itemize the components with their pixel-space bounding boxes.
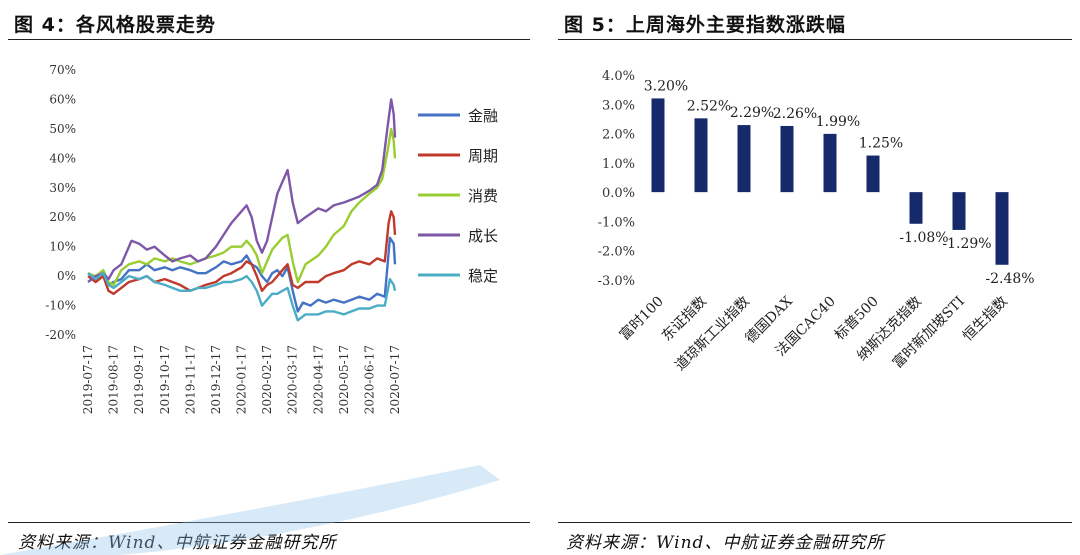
bar-chart-bars	[651, 98, 1009, 265]
line-chart-x-axis: 2019-07-17 2019-08-17 2019-09-17 2019-10-17…	[81, 345, 402, 414]
series-line	[87, 127, 397, 287]
y-tick-label: 1.0%	[602, 157, 635, 172]
left-source-rule	[8, 522, 530, 523]
x-tick-label: 2020-02-17	[260, 345, 274, 414]
bar-chart-data-labels: 3.20% 2.52%2.29%2.26%1.99% 1.25% -1.08%-1.2…	[644, 78, 1035, 286]
x-tick-label: 2020-05-17	[337, 345, 351, 414]
left-source-note: 资料来源：Wind、中航证券金融研究所	[18, 533, 337, 553]
data-label: 1.25%	[859, 136, 903, 152]
legend-label: 消费	[468, 187, 498, 205]
right-chart-title: 图 5：上周海外主要指数涨跌幅	[564, 14, 846, 36]
y-tick-label: 30%	[49, 181, 76, 195]
x-tick-label: 2020-06-17	[362, 345, 376, 414]
y-tick-label: 20%	[49, 210, 76, 224]
bar-chart-y-axis: 4.0% 3.0% 2.0% 1.0% 0.0% -1.0% -2.0% -3.0%	[598, 69, 635, 289]
data-label: -2.48%	[985, 271, 1034, 287]
category-label: 富时100	[616, 293, 667, 344]
line-chart: 70% 60% 50% 40% 30% 20% 10% 0% -10% -20% 2019-07-…	[45, 63, 498, 414]
bar-chart-categories: 富时100东证指数道琼斯工业指数德国DAX法国CAC40标普500纳斯达克指数富…	[616, 293, 1011, 374]
data-label: 2.26%	[773, 106, 817, 122]
category-label: 富时新加坡STI	[889, 293, 968, 372]
bar	[694, 118, 708, 193]
category-label: 道琼斯工业指数	[672, 294, 753, 375]
x-tick-label: 2019-09-17	[132, 345, 146, 414]
bar	[995, 192, 1009, 265]
bar	[651, 98, 665, 193]
line-chart-series	[87, 98, 397, 322]
x-tick-label: 2019-11-17	[183, 345, 197, 414]
legend-label: 成长	[468, 227, 498, 245]
y-tick-label: 70%	[49, 63, 76, 77]
y-tick-label: -20%	[45, 328, 76, 342]
bar	[737, 125, 751, 193]
data-label: 2.29%	[730, 105, 774, 121]
y-tick-label: 0%	[57, 269, 76, 283]
bar	[909, 192, 923, 224]
right-source-note: 资料来源：Wind、中航证券金融研究所	[566, 533, 885, 553]
legend-label: 周期	[468, 147, 498, 165]
y-tick-label: 2.0%	[602, 128, 635, 143]
x-tick-label: 2019-12-17	[209, 345, 223, 414]
right-title-rule	[558, 39, 1072, 40]
series-line	[87, 272, 397, 322]
series-line	[87, 98, 397, 283]
x-tick-label: 2020-01-17	[235, 345, 249, 414]
right-source-rule	[558, 522, 1072, 523]
y-tick-label: -1.0%	[598, 215, 635, 230]
category-label: 恒生指数	[960, 294, 1011, 345]
y-tick-label: 60%	[49, 92, 76, 106]
data-label: 2.52%	[687, 98, 731, 114]
series-line	[87, 210, 397, 295]
x-tick-label: 2020-07-17	[388, 345, 402, 414]
x-tick-label: 2019-07-17	[81, 345, 95, 414]
series-line	[87, 236, 397, 313]
y-tick-label: 50%	[49, 122, 76, 136]
legend-label: 稳定	[468, 267, 498, 285]
x-tick-label: 2019-10-17	[158, 345, 172, 414]
bar	[866, 155, 880, 193]
legend-label: 金融	[468, 107, 498, 125]
y-tick-label: 40%	[49, 151, 76, 165]
line-chart-y-axis: 70% 60% 50% 40% 30% 20% 10% 0% -10% -20%	[45, 63, 76, 342]
data-label: -1.29%	[942, 236, 991, 252]
y-tick-label: -3.0%	[598, 274, 635, 289]
x-tick-label: 2020-03-17	[286, 345, 300, 414]
data-label: 3.20%	[644, 78, 688, 94]
y-tick-label: -10%	[45, 299, 76, 313]
bar-chart: 4.0% 3.0% 2.0% 1.0% 0.0% -1.0% -2.0% -3.0% 3.20…	[598, 69, 1035, 374]
data-label: 1.99%	[816, 114, 860, 130]
x-tick-label: 2020-04-17	[311, 345, 325, 414]
y-tick-label: 10%	[49, 240, 76, 254]
y-tick-label: 4.0%	[602, 69, 635, 84]
y-tick-label: -2.0%	[598, 245, 635, 260]
y-tick-label: 0.0%	[602, 186, 635, 201]
left-title-rule	[8, 39, 530, 40]
bar	[952, 192, 966, 230]
left-chart-title: 图 4：各风格股票走势	[14, 14, 216, 36]
x-tick-label: 2019-08-17	[107, 345, 121, 414]
y-tick-label: 3.0%	[602, 98, 635, 113]
data-label: -1.08%	[899, 230, 948, 246]
bar	[823, 133, 837, 193]
bar	[780, 125, 794, 193]
